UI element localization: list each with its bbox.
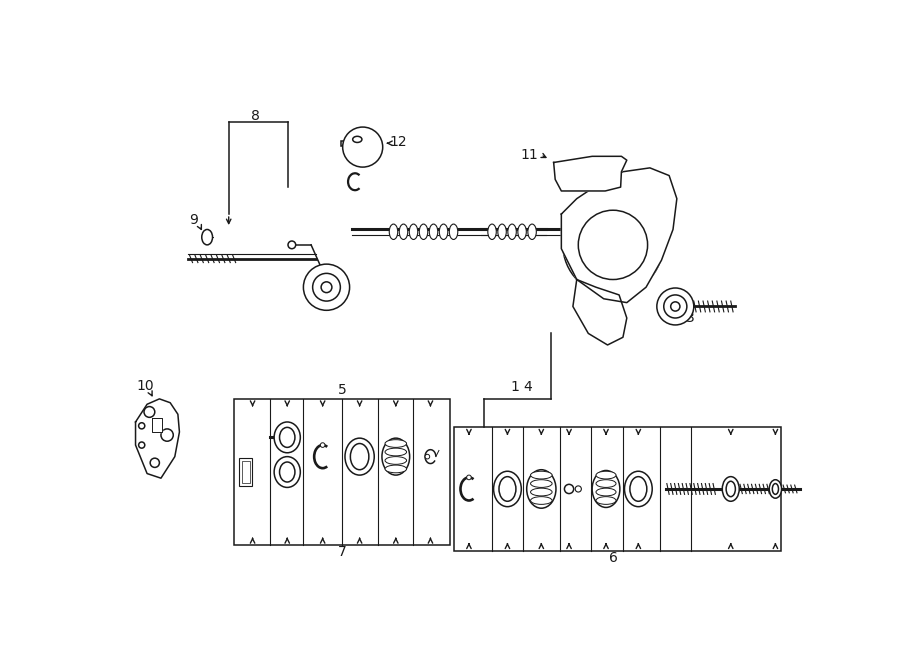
- Circle shape: [579, 210, 648, 280]
- Ellipse shape: [499, 477, 516, 501]
- Bar: [234, 399, 450, 545]
- Ellipse shape: [400, 224, 408, 239]
- Ellipse shape: [350, 444, 369, 470]
- Text: 9: 9: [190, 214, 199, 227]
- Ellipse shape: [726, 481, 735, 496]
- Bar: [239, 458, 252, 486]
- Circle shape: [320, 443, 325, 447]
- Bar: [454, 428, 781, 551]
- Circle shape: [139, 442, 145, 448]
- Circle shape: [425, 454, 429, 459]
- Circle shape: [144, 407, 155, 417]
- Circle shape: [312, 274, 340, 301]
- Ellipse shape: [530, 471, 552, 479]
- Ellipse shape: [419, 224, 428, 239]
- Ellipse shape: [385, 465, 407, 473]
- Ellipse shape: [345, 438, 374, 475]
- Text: 5: 5: [338, 383, 346, 397]
- Ellipse shape: [274, 422, 301, 453]
- Ellipse shape: [772, 484, 778, 494]
- Circle shape: [564, 485, 573, 494]
- Ellipse shape: [530, 488, 552, 496]
- Ellipse shape: [596, 471, 616, 479]
- Ellipse shape: [526, 470, 556, 508]
- Text: 3: 3: [687, 311, 695, 325]
- Ellipse shape: [288, 241, 296, 249]
- Ellipse shape: [508, 224, 517, 239]
- Ellipse shape: [449, 224, 458, 239]
- Ellipse shape: [488, 224, 496, 239]
- Circle shape: [321, 282, 332, 293]
- Ellipse shape: [630, 477, 647, 501]
- Ellipse shape: [280, 428, 295, 447]
- Ellipse shape: [723, 477, 739, 501]
- Text: 11: 11: [520, 148, 538, 162]
- Circle shape: [139, 423, 145, 429]
- Ellipse shape: [280, 462, 295, 482]
- Ellipse shape: [274, 457, 301, 487]
- Polygon shape: [152, 418, 163, 432]
- Circle shape: [161, 429, 174, 442]
- Text: 4: 4: [523, 380, 532, 395]
- Ellipse shape: [770, 480, 781, 498]
- Circle shape: [575, 486, 581, 492]
- Ellipse shape: [385, 448, 407, 456]
- Ellipse shape: [429, 224, 437, 239]
- Ellipse shape: [530, 480, 552, 487]
- Text: 1: 1: [510, 380, 518, 395]
- Ellipse shape: [625, 471, 652, 507]
- Text: 8: 8: [251, 108, 260, 122]
- Circle shape: [664, 295, 687, 318]
- Ellipse shape: [528, 224, 536, 239]
- Ellipse shape: [385, 440, 407, 447]
- Text: 6: 6: [609, 551, 618, 565]
- Bar: [341, 141, 366, 145]
- Polygon shape: [573, 280, 626, 345]
- Ellipse shape: [439, 224, 448, 239]
- Circle shape: [150, 458, 159, 467]
- Bar: [242, 461, 249, 483]
- Text: 10: 10: [137, 379, 155, 393]
- Polygon shape: [554, 156, 626, 191]
- Ellipse shape: [353, 136, 362, 143]
- Ellipse shape: [596, 480, 616, 487]
- Text: 2: 2: [338, 276, 347, 290]
- Ellipse shape: [493, 471, 521, 507]
- Polygon shape: [562, 168, 677, 303]
- Circle shape: [657, 288, 694, 325]
- Ellipse shape: [410, 224, 418, 239]
- Ellipse shape: [385, 457, 407, 464]
- Text: 12: 12: [390, 136, 407, 149]
- Ellipse shape: [390, 224, 398, 239]
- Polygon shape: [136, 399, 179, 478]
- Circle shape: [343, 127, 382, 167]
- Ellipse shape: [596, 488, 616, 496]
- Circle shape: [466, 475, 472, 480]
- Ellipse shape: [382, 438, 410, 475]
- Ellipse shape: [596, 496, 616, 504]
- Ellipse shape: [592, 471, 620, 508]
- Circle shape: [562, 195, 663, 295]
- Ellipse shape: [202, 229, 212, 245]
- Circle shape: [303, 264, 349, 310]
- Text: 7: 7: [338, 545, 346, 559]
- Circle shape: [670, 302, 680, 311]
- Ellipse shape: [530, 496, 552, 504]
- Ellipse shape: [518, 224, 526, 239]
- Ellipse shape: [498, 224, 507, 239]
